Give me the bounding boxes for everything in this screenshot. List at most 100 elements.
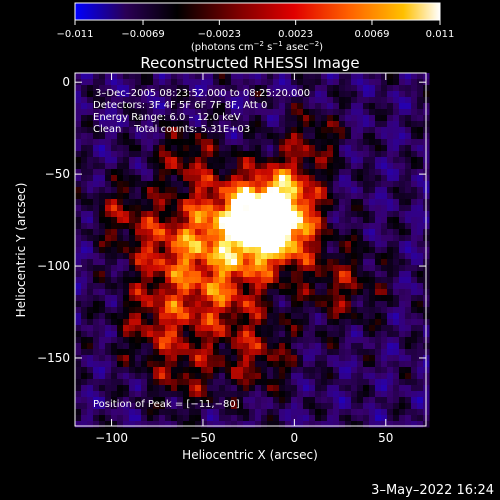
heatmap-cell	[261, 235, 268, 242]
heatmap-cell	[357, 133, 364, 140]
heatmap-cell	[81, 199, 88, 206]
heatmap-cell	[105, 421, 112, 428]
heatmap-cell	[165, 397, 172, 404]
heatmap-cell	[261, 367, 268, 374]
heatmap-cell	[177, 313, 184, 320]
heatmap-cell	[153, 157, 160, 164]
heatmap-cell	[153, 325, 160, 332]
heatmap-cell	[339, 385, 346, 392]
heatmap-cell	[345, 271, 352, 278]
heatmap-cell	[363, 283, 370, 290]
heatmap-cell	[315, 325, 322, 332]
heatmap-cell	[327, 355, 334, 362]
heatmap-cell	[261, 127, 268, 134]
heatmap-cell	[363, 277, 370, 284]
heatmap-cell	[291, 211, 298, 218]
heatmap-cell	[129, 397, 136, 404]
heatmap-cell	[279, 337, 286, 344]
heatmap-cell	[291, 217, 298, 224]
heatmap-cell	[105, 337, 112, 344]
heatmap-cell	[315, 97, 322, 104]
heatmap-cell	[105, 313, 112, 320]
heatmap-cell	[123, 259, 130, 266]
heatmap-cell	[417, 307, 424, 314]
heatmap-cell	[291, 181, 298, 188]
heatmap-cell	[129, 349, 136, 356]
heatmap-cell	[309, 115, 316, 122]
heatmap-cell	[153, 253, 160, 260]
heatmap-cell	[129, 115, 136, 122]
heatmap-cell	[291, 91, 298, 98]
heatmap-cell	[297, 127, 304, 134]
heatmap-cell	[381, 325, 388, 332]
heatmap-cell	[123, 247, 130, 254]
heatmap-cell	[171, 115, 178, 122]
heatmap-cell	[129, 247, 136, 254]
heatmap-cell	[381, 373, 388, 380]
heatmap-cell	[315, 223, 322, 230]
heatmap-cell	[87, 241, 94, 248]
heatmap-cell	[195, 193, 202, 200]
heatmap-cell	[177, 415, 184, 422]
heatmap-cell	[75, 307, 82, 314]
heatmap-cell	[237, 355, 244, 362]
heatmap-cell	[285, 139, 292, 146]
heatmap-cell	[315, 397, 322, 404]
heatmap-cell	[141, 301, 148, 308]
heatmap-cell	[249, 403, 256, 410]
heatmap-cell	[87, 409, 94, 416]
heatmap-cell	[339, 103, 346, 110]
heatmap-cell	[225, 145, 232, 152]
heatmap-cell	[267, 235, 274, 242]
heatmap-cell	[351, 409, 358, 416]
heatmap-cell	[333, 211, 340, 218]
heatmap-cell	[177, 283, 184, 290]
heatmap-cell	[375, 373, 382, 380]
heatmap-cell	[315, 271, 322, 278]
heatmap-cell	[93, 241, 100, 248]
heatmap-cell	[309, 187, 316, 194]
heatmap-cell	[345, 121, 352, 128]
heatmap-cell	[417, 403, 424, 410]
heatmap-cell	[417, 97, 424, 104]
x-tick-label: 50	[378, 431, 393, 445]
heatmap-cell	[195, 133, 202, 140]
heatmap-cell	[141, 241, 148, 248]
heatmap-cell	[105, 193, 112, 200]
heatmap-cell	[291, 193, 298, 200]
heatmap-cell	[393, 385, 400, 392]
heatmap-cell	[297, 409, 304, 416]
heatmap-cell	[345, 367, 352, 374]
heatmap-cell	[105, 97, 112, 104]
heatmap-cell	[213, 217, 220, 224]
heatmap-cell	[375, 169, 382, 176]
heatmap-cell	[75, 361, 82, 368]
heatmap-cell	[387, 337, 394, 344]
heatmap-cell	[165, 283, 172, 290]
heatmap-cell	[255, 385, 262, 392]
heatmap-cell	[93, 181, 100, 188]
heatmap-cell	[339, 127, 346, 134]
heatmap-cell	[117, 79, 124, 86]
heatmap-cell	[291, 109, 298, 116]
heatmap-cell	[189, 391, 196, 398]
heatmap-cell	[363, 217, 370, 224]
heatmap-cell	[231, 163, 238, 170]
heatmap-cell	[255, 163, 262, 170]
heatmap-cell	[255, 289, 262, 296]
heatmap-cell	[147, 283, 154, 290]
heatmap-cell	[183, 241, 190, 248]
heatmap-cell	[393, 151, 400, 158]
heatmap-cell	[255, 169, 262, 176]
heatmap-cell	[207, 349, 214, 356]
heatmap-cell	[207, 85, 214, 92]
heatmap-cell	[363, 295, 370, 302]
heatmap-cell	[291, 235, 298, 242]
heatmap-cell	[183, 295, 190, 302]
heatmap-cell	[351, 391, 358, 398]
heatmap-cell	[387, 109, 394, 116]
heatmap-cell	[219, 421, 226, 428]
heatmap-cell	[315, 295, 322, 302]
heatmap-cell	[195, 79, 202, 86]
heatmap-cell	[237, 247, 244, 254]
